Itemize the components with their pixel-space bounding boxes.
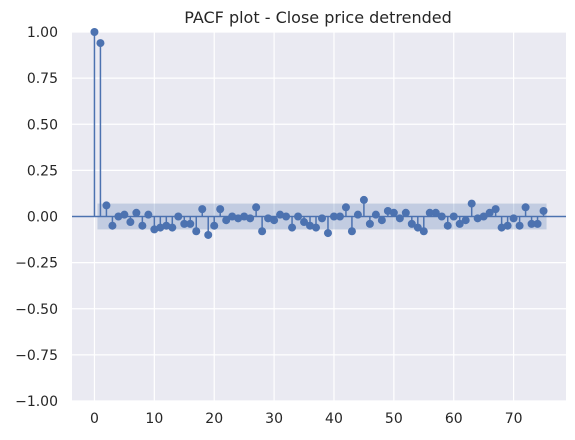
pacf-marker xyxy=(270,216,279,225)
pacf-marker xyxy=(509,214,518,223)
pacf-marker xyxy=(449,212,458,221)
pacf-marker xyxy=(204,230,213,239)
y-tick-label: 0.75 xyxy=(27,71,58,87)
pacf-marker xyxy=(455,219,464,228)
pacf-marker xyxy=(515,221,524,230)
pacf-marker xyxy=(431,208,440,217)
y-tick-label: −0.75 xyxy=(15,348,58,364)
pacf-marker xyxy=(329,212,338,221)
pacf-marker xyxy=(521,203,530,212)
pacf-marker xyxy=(485,208,494,217)
pacf-marker xyxy=(216,205,225,214)
pacf-marker xyxy=(288,223,297,232)
pacf-marker xyxy=(539,206,548,215)
y-tick-label: 0.00 xyxy=(27,210,58,226)
pacf-marker xyxy=(401,208,410,217)
pacf-marker xyxy=(246,214,255,223)
pacf-marker xyxy=(168,223,177,232)
pacf-marker xyxy=(312,223,321,232)
x-axis-ticks: 0 10 20 30 40 50 60 70 xyxy=(90,411,523,427)
pacf-marker xyxy=(425,208,434,217)
pacf-marker xyxy=(377,216,386,225)
pacf-marker xyxy=(102,201,111,210)
chart-title: PACF plot - Close price detrended xyxy=(184,8,452,27)
pacf-marker xyxy=(395,214,404,223)
x-tick-label: 40 xyxy=(325,411,343,427)
y-tick-label: −0.50 xyxy=(15,302,58,318)
pacf-marker xyxy=(359,195,368,204)
pacf-marker xyxy=(407,219,416,228)
pacf-marker xyxy=(461,216,470,225)
pacf-marker xyxy=(437,212,446,221)
pacf-marker xyxy=(180,219,189,228)
x-tick-label: 60 xyxy=(445,411,463,427)
pacf-marker xyxy=(282,212,291,221)
pacf-marker xyxy=(347,227,356,236)
pacf-marker xyxy=(443,221,452,230)
x-tick-label: 0 xyxy=(90,411,99,427)
x-tick-label: 50 xyxy=(385,411,403,427)
pacf-marker xyxy=(174,212,183,221)
pacf-marker xyxy=(192,227,201,236)
pacf-marker xyxy=(144,210,153,219)
pacf-marker xyxy=(198,205,207,214)
pacf-marker xyxy=(300,218,309,227)
pacf-marker xyxy=(491,205,500,214)
pacf-marker xyxy=(252,203,261,212)
pacf-marker xyxy=(108,221,117,230)
pacf-marker xyxy=(503,221,512,230)
y-axis-ticks: 1.00 0.75 0.50 0.25 0.00 −0.25 −0.50 −0.75 −1.00 xyxy=(15,25,58,410)
pacf-marker xyxy=(533,219,542,228)
pacf-marker xyxy=(323,229,332,238)
pacf-marker xyxy=(210,221,219,230)
pacf-marker xyxy=(138,221,147,230)
pacf-marker xyxy=(467,199,476,208)
pacf-marker xyxy=(413,223,422,232)
pacf-marker xyxy=(317,214,326,223)
y-tick-label: 0.50 xyxy=(27,117,58,133)
pacf-marker xyxy=(132,208,141,217)
pacf-marker xyxy=(527,219,536,228)
pacf-marker xyxy=(389,208,398,217)
pacf-marker xyxy=(120,210,129,219)
pacf-marker xyxy=(353,210,362,219)
pacf-marker xyxy=(371,210,380,219)
pacf-marker xyxy=(335,212,344,221)
markers xyxy=(90,28,548,239)
pacf-marker xyxy=(479,212,488,221)
grid-lines xyxy=(72,31,566,402)
y-tick-label: 0.25 xyxy=(27,163,58,179)
pacf-marker xyxy=(186,219,195,228)
x-tick-label: 70 xyxy=(505,411,523,427)
pacf-marker xyxy=(419,227,428,236)
pacf-marker xyxy=(365,219,374,228)
y-tick-label: −1.00 xyxy=(15,394,58,410)
y-tick-label: −0.25 xyxy=(15,256,58,272)
pacf-marker xyxy=(90,28,99,36)
y-tick-label: 1.00 xyxy=(27,25,58,41)
x-tick-label: 30 xyxy=(265,411,283,427)
pacf-marker xyxy=(294,212,303,221)
pacf-marker xyxy=(258,227,267,236)
x-tick-label: 10 xyxy=(145,411,163,427)
pacf-marker xyxy=(222,216,231,225)
pacf-marker xyxy=(341,203,350,212)
pacf-marker xyxy=(126,218,135,227)
pacf-marker xyxy=(96,39,105,48)
x-tick-label: 20 xyxy=(205,411,223,427)
